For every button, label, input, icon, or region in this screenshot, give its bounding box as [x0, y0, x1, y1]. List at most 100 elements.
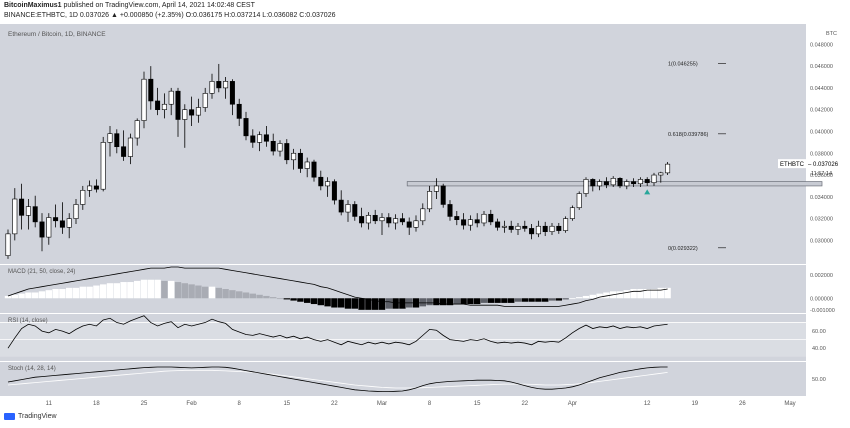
- macd-histogram-bar: [378, 298, 386, 310]
- candle: [651, 174, 657, 183]
- tradingview-logo-icon: [4, 413, 15, 420]
- stoch-title: Stoch (14, 28, 14): [8, 366, 56, 372]
- time-tick-label: Apr: [568, 401, 577, 407]
- candle: [270, 140, 276, 152]
- macd-histogram-bar: [508, 298, 515, 303]
- macd-histogram-bar: [242, 292, 250, 299]
- macd-histogram-bar: [52, 289, 59, 299]
- macd-axis-label: -0.001000: [810, 308, 835, 314]
- candle: [311, 161, 317, 178]
- macd-histogram-bar: [317, 298, 324, 306]
- last-price-tag: [806, 159, 850, 169]
- rsi-title: RSI (14, close): [8, 318, 48, 324]
- candle: [440, 185, 446, 205]
- macd-histogram-bar: [358, 298, 365, 310]
- fib-level-label: 1(0.046255): [668, 61, 698, 67]
- price-tick-label: 0.036000: [810, 173, 833, 179]
- time-tick-label: 25: [141, 401, 148, 407]
- candle: [569, 207, 575, 219]
- time-tick-label: 22: [521, 401, 528, 407]
- macd-histogram-bar: [372, 298, 379, 310]
- macd-histogram-bar: [589, 294, 596, 299]
- candle: [610, 178, 616, 186]
- price-tick-label: 0.044000: [810, 86, 833, 92]
- symbol-tag: [778, 159, 806, 169]
- candle: [53, 217, 59, 222]
- macd-histogram-bar: [351, 298, 358, 309]
- macd-histogram-bar: [637, 289, 644, 299]
- candle: [474, 219, 480, 224]
- candle: [454, 216, 460, 220]
- candle: [93, 185, 99, 190]
- macd-histogram-bar: [657, 287, 664, 299]
- time-tick-label: 19: [691, 401, 698, 407]
- candle: [420, 208, 426, 222]
- macd-histogram-bar: [283, 298, 290, 300]
- macd-histogram-bar: [467, 298, 474, 305]
- macd-histogram-bar: [256, 294, 263, 299]
- macd-axis-label: 0.000000: [810, 296, 833, 302]
- macd-histogram-bar: [25, 292, 32, 299]
- rsi-axis-label: 40.00: [812, 346, 826, 352]
- macd-histogram-bar: [45, 290, 52, 299]
- macd-histogram-bar: [236, 291, 243, 299]
- stoch-k-line: [7, 366, 668, 393]
- candle: [66, 218, 72, 228]
- time-tick-label: May: [784, 401, 795, 407]
- macd-histogram-bar: [582, 295, 590, 299]
- price-tick-label: 0.042000: [810, 108, 833, 114]
- candle: [515, 225, 521, 230]
- macd-histogram-bar: [399, 298, 406, 309]
- candle: [168, 90, 174, 105]
- price-tick-label: 0.040000: [810, 129, 833, 135]
- candle: [535, 225, 541, 235]
- price-tick-label: 0.048000: [810, 42, 833, 48]
- candle: [393, 218, 399, 224]
- macd-histogram-bar: [650, 289, 658, 299]
- macd-histogram-bar: [576, 297, 583, 299]
- candle: [386, 217, 392, 224]
- candle: [114, 133, 120, 148]
- macd-histogram-bar: [140, 279, 148, 299]
- time-tick-label: 15: [283, 401, 290, 407]
- candle: [25, 206, 31, 216]
- candle: [379, 217, 385, 222]
- macd-histogram-bar: [79, 286, 86, 299]
- macd-histogram-bar: [134, 280, 141, 299]
- macd-histogram-bar: [460, 298, 467, 305]
- candle: [121, 146, 127, 157]
- candle: [563, 218, 569, 231]
- macd-histogram-bar: [324, 298, 331, 307]
- macd-histogram-bar: [426, 298, 433, 306]
- time-tick-label: 8: [238, 401, 242, 407]
- candle: [250, 135, 256, 143]
- candle: [189, 109, 195, 116]
- macd-histogram-bar: [18, 293, 25, 299]
- candle: [59, 220, 65, 228]
- candle: [46, 217, 52, 238]
- candle: [32, 206, 38, 223]
- candle: [501, 225, 507, 228]
- price-pane: [0, 24, 806, 264]
- stoch-pane: [0, 362, 806, 396]
- candle: [583, 179, 589, 194]
- macd-title: MACD (21, 50, close, 24): [8, 269, 75, 275]
- countdown-label: 11:57:14: [811, 171, 832, 177]
- macd-histogram-bar: [127, 282, 134, 299]
- candle: [644, 179, 650, 183]
- author-name[interactable]: BitcoinMaximus1: [4, 2, 62, 9]
- macd-histogram-bar: [385, 298, 392, 309]
- macd-histogram-bar: [365, 298, 372, 310]
- candle: [495, 221, 501, 228]
- price-tick-label: 0.030000: [810, 238, 833, 244]
- macd-histogram-bar: [596, 293, 603, 299]
- macd-histogram-bar: [338, 298, 345, 308]
- last-price-label: – 0.037026: [808, 162, 839, 168]
- chart-title: Ethereum / Bitcoin, 1D, BINANCE: [8, 31, 106, 38]
- macd-histogram-bar: [310, 298, 318, 305]
- chart[interactable]: 0.030000 0.032000 0.034000 0.036000 0.038000…: [0, 24, 850, 408]
- macd-histogram-bar: [66, 287, 73, 299]
- macd-histogram-bar: [222, 289, 229, 299]
- header: BitcoinMaximus1 published on TradingView…: [0, 0, 850, 24]
- price-axis-background: [806, 24, 850, 396]
